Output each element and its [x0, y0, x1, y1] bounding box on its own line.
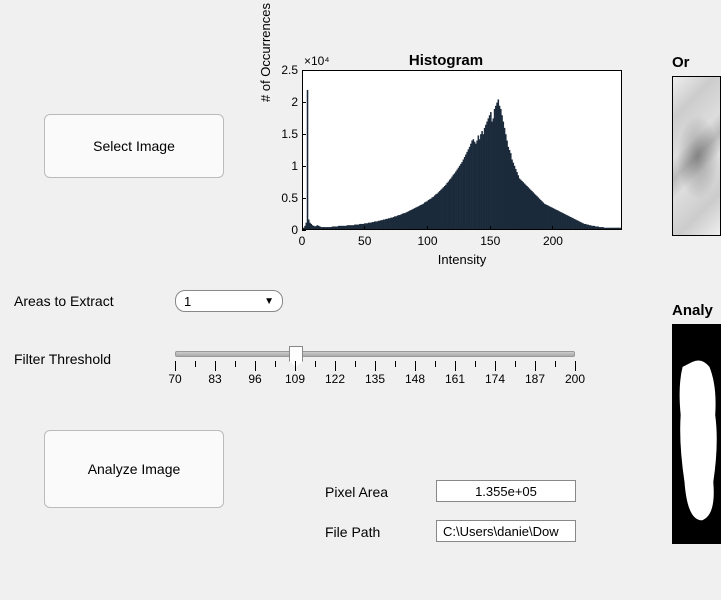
- analyze-image-button[interactable]: Analyze Image: [44, 430, 224, 508]
- analyzed-image-title: Analy: [672, 302, 713, 319]
- filter-threshold-slider[interactable]: 708396109122135148161174187200: [175, 351, 575, 388]
- chart-plot-area: [302, 70, 622, 230]
- slider-thumb[interactable]: [289, 346, 303, 362]
- pixel-area-value: 1.355e+05: [475, 484, 537, 499]
- slider-labels: 708396109122135148161174187200: [175, 372, 575, 388]
- slider-ticks: [175, 361, 575, 371]
- chart-exponent: ×10⁴: [304, 54, 330, 68]
- slider-track: [175, 351, 575, 357]
- chart-ylabel: # of Occurrences: [258, 3, 273, 102]
- filter-threshold-label: Filter Threshold: [14, 351, 111, 367]
- original-image-title: Or: [672, 54, 690, 71]
- histogram-bars: [303, 71, 621, 229]
- areas-to-extract-label: Areas to Extract: [14, 293, 114, 309]
- areas-to-extract-dropdown[interactable]: 1 ▼: [175, 290, 283, 312]
- file-path-label: File Path: [325, 524, 380, 540]
- pixel-area-label: Pixel Area: [325, 484, 388, 500]
- pixel-area-field[interactable]: 1.355e+05: [436, 480, 576, 502]
- dropdown-value: 1: [184, 294, 191, 309]
- histogram-chart: Histogram ×10⁴ # of Occurrences Intensit…: [262, 52, 630, 272]
- analyzed-image-preview: [672, 324, 721, 544]
- chart-xlabel: Intensity: [302, 252, 622, 267]
- file-path-field[interactable]: C:\Users\danie\Dow: [436, 520, 576, 542]
- select-image-button[interactable]: Select Image: [44, 114, 224, 178]
- original-image-preview: [672, 76, 721, 236]
- chevron-down-icon: ▼: [264, 296, 274, 307]
- file-path-value: C:\Users\danie\Dow: [443, 524, 559, 539]
